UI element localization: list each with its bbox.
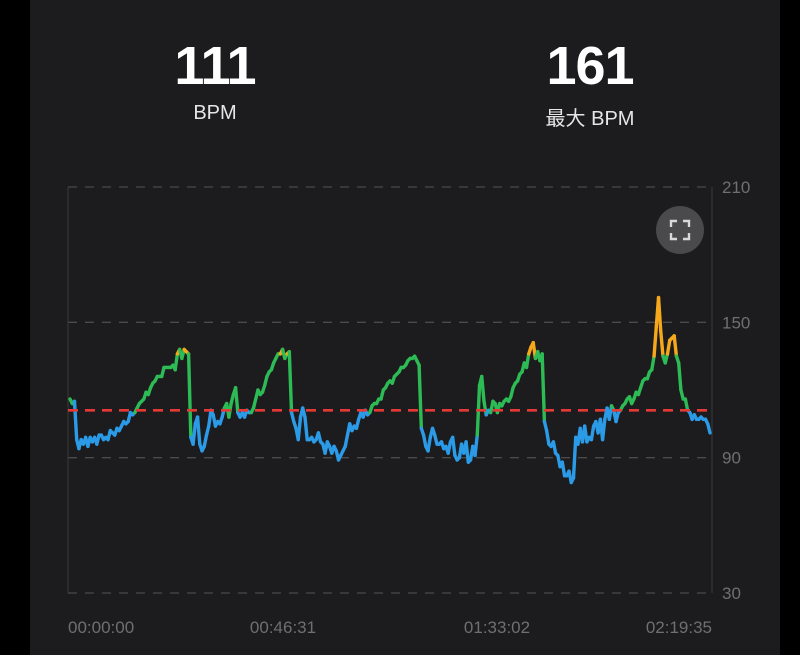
series-segment [191, 422, 198, 446]
y-tick-label: 30 [722, 584, 741, 603]
series-segment [600, 417, 607, 442]
y-tick-label: 90 [722, 449, 741, 468]
series-segment [571, 435, 578, 480]
series-segment [426, 435, 432, 453]
series-segment [656, 295, 663, 334]
series-segment [287, 349, 294, 415]
series-segment [659, 329, 665, 358]
series-segment [650, 354, 656, 372]
chart-grid [68, 186, 712, 594]
series-segment [446, 440, 453, 455]
series-segment [480, 374, 486, 403]
series-segment [524, 352, 531, 370]
average-bpm-stat: 111 BPM [150, 36, 280, 125]
series-segment [195, 415, 202, 446]
series-segment [233, 386, 240, 415]
series-segment [683, 397, 690, 412]
series-segment [560, 460, 567, 478]
max-bpm-value: 161 [546, 36, 634, 96]
series-segment [186, 352, 193, 440]
series-segment [473, 433, 479, 458]
max-bpm-stat: 161 最大 BPM [510, 36, 670, 131]
average-bpm-value: 111 [174, 36, 256, 96]
max-bpm-label: 最大 BPM [545, 108, 635, 130]
chart-axes [67, 187, 713, 593]
series-segment [296, 415, 303, 442]
x-tick-label: 00:00:00 [68, 618, 134, 637]
series-segment [417, 363, 424, 431]
series-segment [706, 422, 712, 435]
series-segment [343, 433, 350, 449]
fullscreen-icon [669, 219, 691, 241]
series-segment [303, 415, 309, 442]
series-segment [202, 433, 209, 449]
chart-labels: 30 90 150 210 00:00:00 00:46:31 01:33:02 02:19:… [68, 178, 750, 637]
x-tick-label: 01:33:02 [464, 618, 530, 637]
series-segment [421, 433, 428, 449]
series-segment [672, 334, 679, 358]
series-segment [665, 338, 672, 356]
series-segment [652, 325, 658, 358]
series-segment [551, 440, 558, 455]
series-segment [464, 440, 471, 464]
series-segment [450, 435, 457, 458]
heart-rate-series [68, 295, 712, 485]
series-segment [589, 424, 596, 442]
y-tick-label: 150 [722, 313, 750, 332]
series-segment [544, 428, 551, 446]
series-segment [72, 399, 79, 442]
x-tick-label: 02:19:35 [646, 618, 712, 637]
series-segment [676, 361, 683, 392]
fullscreen-button[interactable] [656, 206, 704, 254]
y-tick-label: 210 [722, 178, 750, 197]
x-tick-label: 00:46:31 [250, 618, 316, 637]
average-bpm-label: BPM [193, 102, 237, 124]
series-segment [173, 352, 180, 372]
